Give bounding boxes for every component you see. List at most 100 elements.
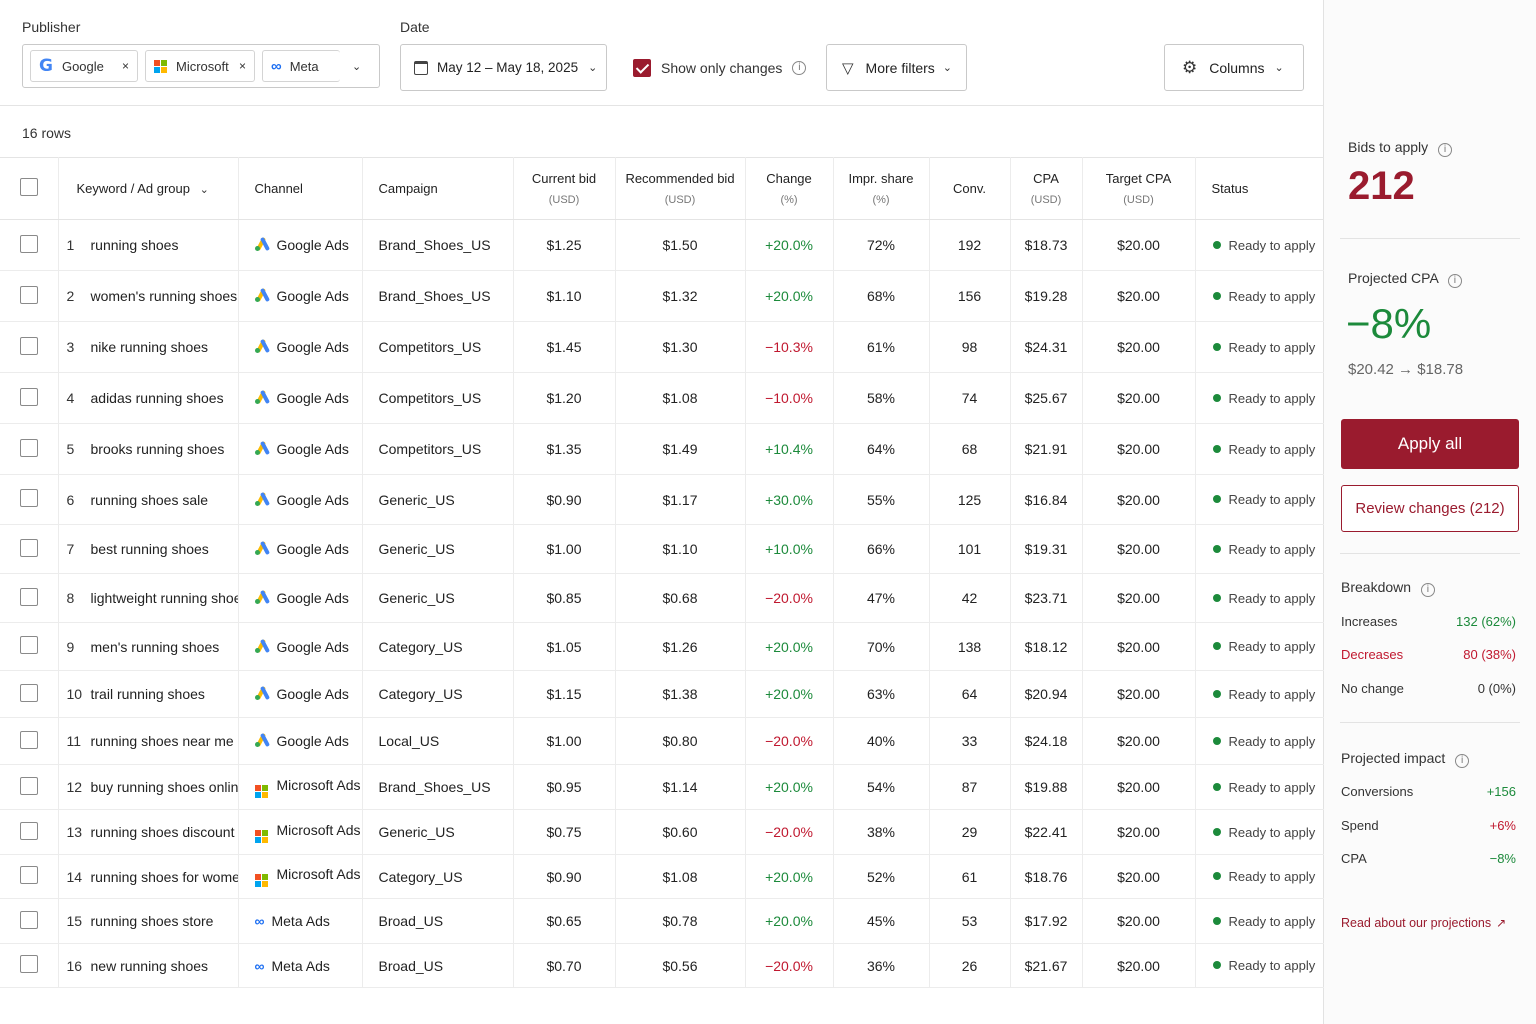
- cpa-cell: $21.67: [1010, 943, 1083, 988]
- row-checkbox[interactable]: [19, 955, 38, 973]
- row-checkbox[interactable]: [19, 636, 38, 654]
- campaign-cell: Broad_US: [362, 943, 514, 988]
- show-only-changes-checkbox[interactable]: [633, 59, 651, 77]
- row-select-cell: [0, 474, 59, 525]
- table-row[interactable]: 13 running shoes discount Microsoft Ads Gen…: [0, 809, 1324, 855]
- row-checkbox[interactable]: [19, 285, 38, 304]
- row-checkbox[interactable]: [19, 821, 38, 840]
- channel-cell: Google Ads: [238, 270, 363, 322]
- keyword-text: brooks running shoes: [90, 441, 225, 457]
- change-cell: −20.0%: [745, 943, 834, 988]
- remove-chip-icon[interactable]: ×: [121, 59, 129, 73]
- publisher-chip-google[interactable]: G Google ×: [30, 50, 138, 82]
- header-change[interactable]: Change (%): [745, 157, 834, 220]
- row-checkbox[interactable]: [19, 538, 38, 557]
- status-text: Ready to apply: [1228, 958, 1316, 973]
- select-all-checkbox[interactable]: [19, 178, 38, 196]
- table-row[interactable]: 1 running shoes Google Ads Brand_Shoes_US $1…: [0, 219, 1324, 271]
- info-icon[interactable]: i: [1447, 274, 1462, 288]
- current-bid-cell: $1.45: [513, 321, 616, 373]
- header-channel[interactable]: Channel: [238, 157, 363, 220]
- status-text: Ready to apply: [1228, 639, 1316, 654]
- table-row[interactable]: 6 running shoes sale Google Ads Generic_US $…: [0, 474, 1324, 525]
- row-number: 9: [66, 638, 75, 655]
- conv-cell: 64: [929, 670, 1011, 718]
- keyword-text: running shoes for women: [90, 868, 238, 885]
- row-checkbox[interactable]: [19, 866, 38, 884]
- status-dot-icon: [1212, 393, 1221, 402]
- change-cell: −10.3%: [745, 321, 834, 373]
- change-cell: −10.0%: [745, 372, 834, 424]
- cpa-cell: $24.18: [1010, 717, 1083, 765]
- target-cpa-cell: $20.00: [1082, 474, 1196, 525]
- row-checkbox[interactable]: [19, 336, 38, 355]
- info-icon[interactable]: i: [1455, 754, 1470, 768]
- header-keyword[interactable]: Keyword / Ad group ⌄: [58, 157, 239, 220]
- header-current-bid[interactable]: Current bid (USD): [513, 157, 616, 220]
- status-cell: Ready to apply: [1195, 898, 1324, 944]
- table-row[interactable]: 3 nike running shoes Google Ads Competitors…: [0, 321, 1324, 373]
- more-filters-button[interactable]: ▽ More filters ⌄: [826, 44, 967, 91]
- channel-cell: Google Ads: [238, 524, 363, 574]
- row-checkbox[interactable]: [19, 776, 38, 795]
- divider: [1340, 553, 1520, 554]
- row-checkbox[interactable]: [19, 910, 38, 929]
- status-cell: Ready to apply: [1195, 809, 1324, 855]
- header-target-cpa[interactable]: Target CPA (USD): [1082, 157, 1196, 220]
- table-row[interactable]: 5 brooks running shoes Google Ads Competito…: [0, 423, 1324, 475]
- row-checkbox[interactable]: [19, 489, 38, 507]
- header-conv[interactable]: Conv.: [929, 157, 1011, 220]
- row-checkbox[interactable]: [19, 683, 38, 702]
- table-row[interactable]: 2 women's running shoes Google Ads Brand_Sh…: [0, 270, 1324, 322]
- show-only-changes-toggle[interactable]: Show only changes i: [633, 59, 807, 77]
- status-cell: Ready to apply: [1195, 524, 1324, 574]
- table-row[interactable]: 7 best running shoes Google Ads Generic_US $…: [0, 524, 1324, 574]
- info-icon[interactable]: i: [1438, 143, 1453, 157]
- status-text: Ready to apply: [1228, 779, 1316, 795]
- table-row[interactable]: 4 adidas running shoes Google Ads Competito…: [0, 372, 1324, 424]
- channel-text: Google Ads: [276, 638, 349, 655]
- table-row[interactable]: 14 running shoes for women Microsoft Ads Ca…: [0, 854, 1324, 899]
- row-checkbox[interactable]: [19, 438, 38, 457]
- date-picker[interactable]: May 12 – May 18, 2025 ⌄: [400, 44, 607, 91]
- remove-chip-icon[interactable]: ×: [238, 59, 246, 73]
- header-campaign[interactable]: Campaign: [362, 157, 514, 220]
- header-impr-share[interactable]: Impr. share (%): [833, 157, 930, 220]
- review-changes-button[interactable]: Review changes (212): [1341, 485, 1519, 532]
- channel-text: Google Ads: [276, 339, 349, 355]
- impr-share-cell: 52%: [833, 854, 930, 899]
- info-icon[interactable]: i: [1420, 583, 1435, 597]
- read-projections-link[interactable]: Read about our projections ↗: [1341, 916, 1506, 930]
- table-row[interactable]: 11 running shoes near me Google Ads Local_U…: [0, 717, 1324, 765]
- header-recommended-bid[interactable]: Recommended bid (USD): [615, 157, 746, 220]
- header-cpa[interactable]: CPA (USD): [1010, 157, 1083, 220]
- row-checkbox[interactable]: [19, 387, 38, 406]
- table-row[interactable]: 10 trail running shoes Google Ads Category_…: [0, 670, 1324, 718]
- table-row[interactable]: 12 buy running shoes online Microsoft Ads B…: [0, 764, 1324, 810]
- columns-button[interactable]: ⚙ Columns ⌄: [1164, 44, 1304, 91]
- publisher-chip-microsoft[interactable]: Microsoft ×: [145, 50, 255, 82]
- channel-cell: Microsoft Ads: [238, 854, 363, 899]
- status-dot-icon: [1212, 544, 1221, 553]
- target-cpa-cell: $20.00: [1082, 670, 1196, 718]
- row-checkbox[interactable]: [19, 730, 38, 749]
- publisher-chip-meta[interactable]: ∞ Meta: [262, 50, 340, 82]
- header-unit: (%): [872, 194, 890, 206]
- table-row[interactable]: 8 lightweight running shoes Google Ads Gene…: [0, 573, 1324, 623]
- keyword-cell: 15 running shoes store: [58, 898, 239, 944]
- campaign-cell: Brand_Shoes_US: [362, 764, 514, 810]
- info-icon[interactable]: i: [792, 61, 807, 75]
- cpa-cell: $18.76: [1010, 854, 1083, 899]
- header-status[interactable]: Status: [1195, 157, 1324, 220]
- current-bid-cell: $1.15: [513, 670, 616, 718]
- table-row[interactable]: 9 men's running shoes Google Ads Category_U…: [0, 622, 1324, 671]
- row-number: 1: [66, 237, 75, 253]
- apply-all-button[interactable]: Apply all: [1341, 419, 1519, 469]
- row-checkbox[interactable]: [19, 234, 38, 253]
- filter-bar: Publisher G Google × Microsoft × ∞ Meta …: [0, 0, 1324, 106]
- chevron-down-icon[interactable]: ⌄: [352, 61, 362, 73]
- conv-cell: 156: [929, 270, 1011, 322]
- row-checkbox[interactable]: [19, 587, 38, 606]
- table-row[interactable]: 15 running shoes store ∞ Meta Ads Broad_US $0…: [0, 898, 1324, 944]
- table-row[interactable]: 16 new running shoes ∞ Meta Ads Broad_US $0.7…: [0, 943, 1324, 988]
